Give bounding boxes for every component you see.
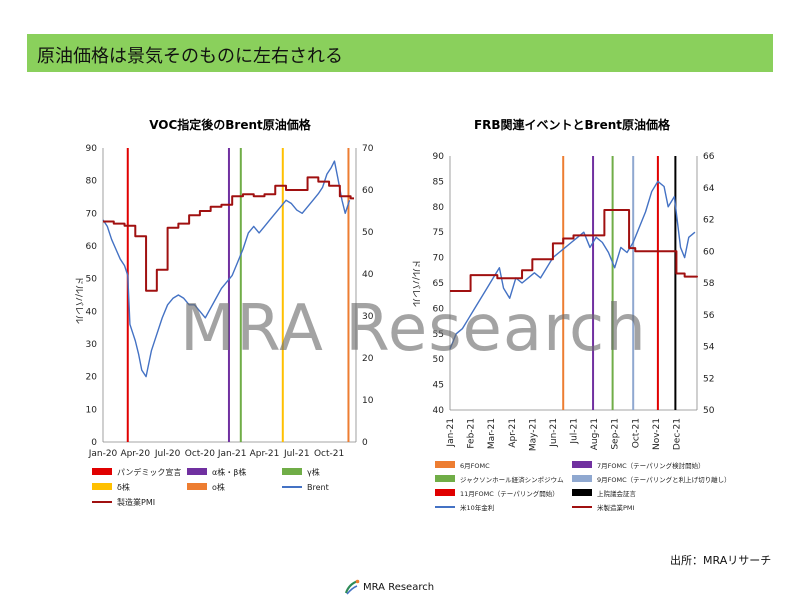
series-line (449, 180, 696, 350)
legend-swatch (282, 468, 302, 475)
y-tick-label: 65 (433, 279, 444, 289)
legend-label: 上院議会証言 (597, 489, 637, 498)
y-tick-label: 85 (433, 177, 444, 187)
chart2-ylabel: ドル/バレル (410, 259, 421, 307)
y-tick-label: 60 (86, 242, 98, 252)
series-line (103, 176, 354, 292)
y-tick-label: 80 (86, 177, 98, 187)
x-tick-label: Jan-20 (88, 449, 118, 459)
y-tick-label: 50 (433, 355, 445, 365)
y-tick-label: 20 (86, 373, 98, 383)
legend-label: Brent (307, 483, 329, 492)
y2-tick-label: 20 (362, 354, 374, 364)
y2-tick-label: 56 (703, 311, 715, 321)
legend-label: 7月FOMC（テーパリング検討開始） (597, 461, 705, 470)
y-tick-label: 60 (433, 304, 445, 314)
y2-tick-label: 62 (703, 216, 714, 226)
y2-tick-label: 64 (703, 184, 715, 194)
x-tick-label: Nov-21 (652, 418, 662, 450)
legend-label: ジャクソンホール経済シンポジウム (460, 475, 564, 484)
x-tick-label: Jul-21 (570, 418, 580, 445)
y-tick-label: 70 (433, 254, 445, 264)
legend-label: γ株 (307, 467, 320, 477)
x-tick-label: Apr-21 (250, 449, 280, 459)
x-tick-label: Jul-20 (154, 449, 181, 459)
x-tick-label: Apr-20 (120, 449, 150, 459)
source-label: 出所：MRAリサーチ (670, 554, 772, 567)
legend-label: ο株 (212, 482, 225, 492)
legend-swatch (572, 475, 592, 482)
chart1-ylabel: ドル/バレル (73, 276, 84, 324)
legend-swatch (435, 489, 455, 496)
x-tick-label: Jul-21 (283, 449, 310, 459)
y-tick-label: 0 (91, 438, 97, 448)
x-tick-label: Apr-21 (508, 418, 518, 448)
x-tick-label: Jan-21 (446, 418, 456, 448)
legend-label: 9月FOMC（テーパリングと利上げ切り離し） (597, 475, 731, 484)
x-tick-label: Jun-21 (549, 418, 559, 448)
legend-label: 11月FOMC（テーパリング開始） (460, 489, 559, 498)
chart1-title: VOC指定後のBrent原油価格 (149, 117, 312, 132)
y2-tick-label: 30 (362, 312, 374, 322)
legend-label: 製造業PMI (117, 497, 155, 507)
x-tick-label: Feb-21 (467, 418, 477, 449)
legend-label: δ株 (117, 482, 130, 492)
footer-brand: MRA Research (363, 582, 435, 593)
y2-tick-label: 0 (362, 438, 368, 448)
x-tick-label: Mar-21 (487, 418, 497, 449)
x-tick-label: Oct-21 (314, 449, 344, 459)
y-tick-label: 45 (433, 381, 444, 391)
legend-label: α株・β株 (212, 467, 246, 477)
legend-swatch (187, 468, 207, 475)
y2-tick-label: 60 (362, 186, 374, 196)
y-tick-label: 10 (86, 405, 98, 415)
y2-tick-label: 10 (362, 396, 374, 406)
y2-tick-label: 58 (703, 279, 715, 289)
y-tick-label: 70 (86, 209, 98, 219)
series-line (102, 160, 351, 378)
watermark: MRA Research (180, 292, 647, 366)
legend-label: パンデミック宣言 (117, 467, 181, 477)
y-tick-label: 50 (86, 275, 98, 285)
x-tick-label: Jan-21 (217, 449, 247, 459)
y2-tick-label: 60 (703, 247, 715, 257)
y-tick-label: 90 (433, 152, 445, 162)
y-tick-label: 80 (433, 203, 445, 213)
y2-tick-label: 40 (362, 270, 374, 280)
x-tick-label: Oct-21 (631, 418, 641, 448)
y2-tick-label: 50 (703, 406, 715, 416)
legend-swatch (92, 483, 112, 490)
y-tick-label: 90 (86, 144, 98, 154)
legend-swatch (572, 489, 592, 496)
y-tick-label: 40 (86, 307, 98, 317)
x-tick-label: Aug-21 (590, 418, 600, 450)
brand-logo-icon (344, 579, 360, 595)
y-tick-label: 40 (433, 406, 445, 416)
legend-swatch (435, 461, 455, 468)
y2-tick-label: 70 (362, 144, 374, 154)
y-tick-label: 75 (433, 228, 444, 238)
legend-label: 6月FOMC (460, 462, 490, 470)
legend-label: 米10年金利 (460, 503, 494, 512)
legend-label: 米製造業PMI (597, 503, 635, 512)
y-tick-label: 55 (433, 330, 444, 340)
series-line (450, 208, 698, 292)
page-title: 原油価格は景気そのものに左右される (37, 46, 343, 67)
legend-swatch (187, 483, 207, 490)
y2-tick-label: 66 (703, 152, 715, 162)
y2-tick-label: 50 (362, 228, 374, 238)
title-banner: 原油価格は景気そのものに左右される (27, 34, 773, 72)
y2-tick-label: 54 (703, 343, 715, 353)
legend-swatch (92, 468, 112, 475)
x-tick-label: Dec-21 (672, 418, 682, 450)
legend-swatch (572, 461, 592, 468)
y2-tick-label: 52 (703, 374, 714, 384)
legend-swatch (435, 475, 455, 482)
chart2-title: FRB関連イベントとBrent原油価格 (474, 117, 671, 132)
x-tick-label: May-21 (528, 418, 538, 451)
x-tick-label: Sep-21 (611, 418, 621, 450)
y-tick-label: 30 (86, 340, 98, 350)
x-tick-label: Oct-20 (185, 449, 216, 459)
